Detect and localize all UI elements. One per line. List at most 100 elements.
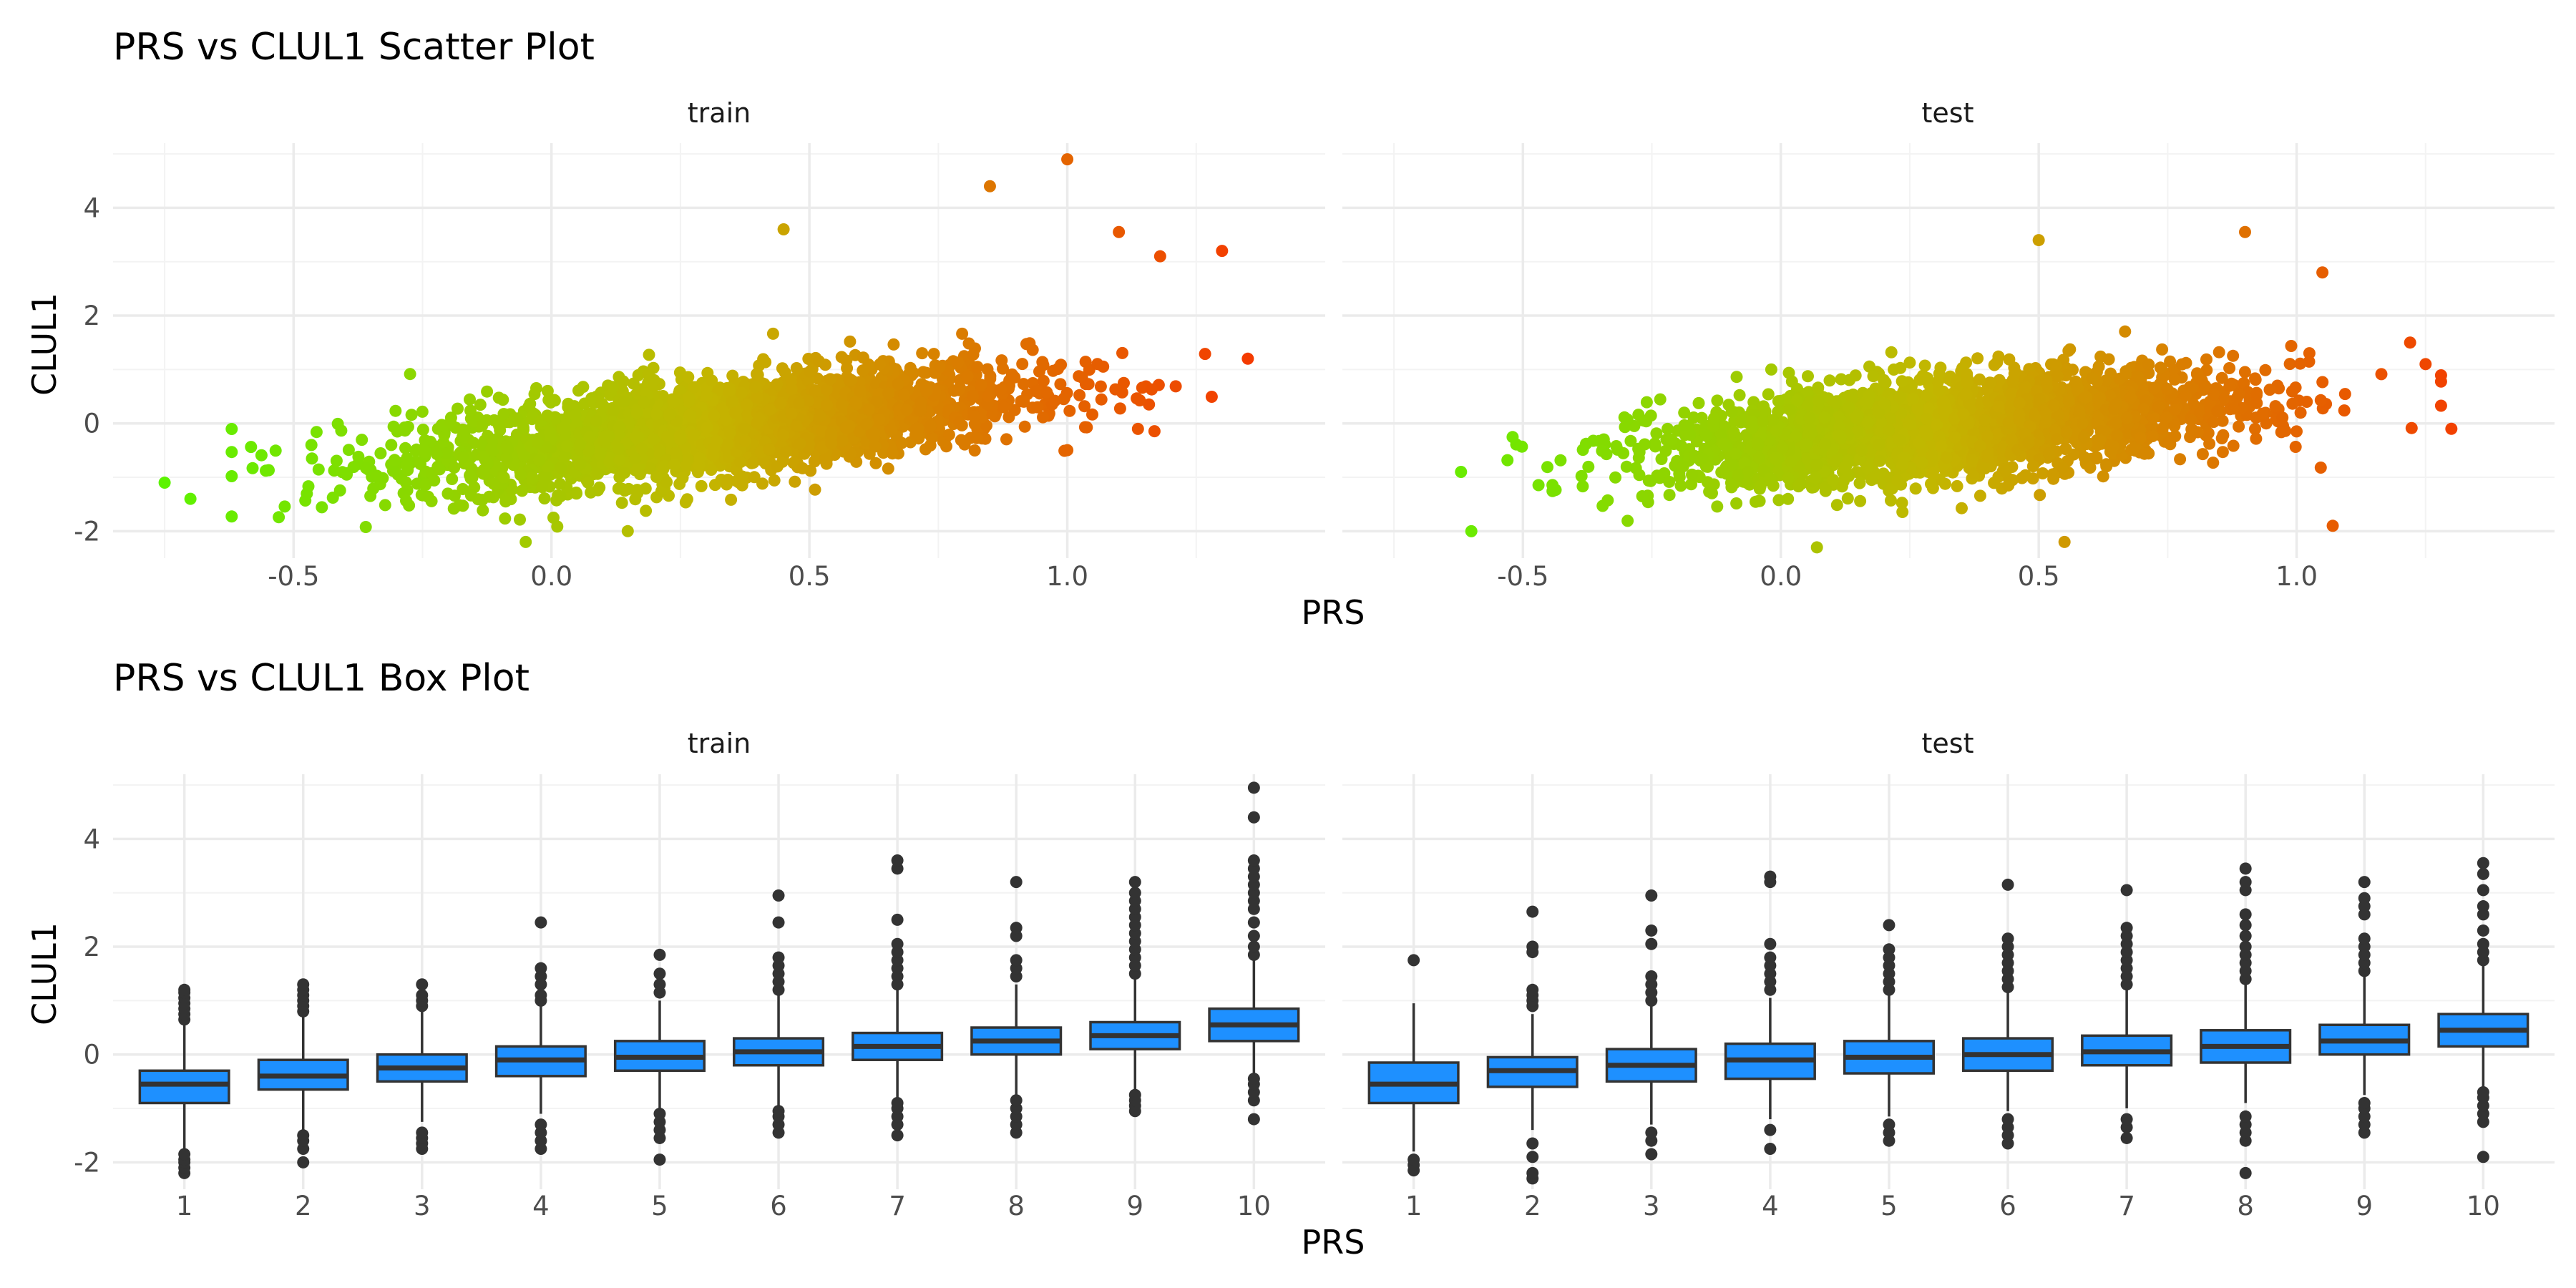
scatter-point (487, 477, 500, 490)
scatter-point (1061, 444, 1074, 457)
scatter-point (399, 476, 412, 489)
scatter-point (1752, 494, 1765, 507)
scatter-point (1109, 383, 1122, 396)
scatter-point (499, 495, 512, 508)
scatter-point (869, 457, 882, 469)
scatter-point (1835, 373, 1848, 386)
scatter-point (892, 378, 904, 391)
scatter-point (613, 454, 626, 466)
scatter-point (804, 365, 816, 378)
scatter-point-outlier (1061, 153, 1074, 166)
scatter-point (2034, 489, 2046, 502)
scatter-point (1896, 375, 1908, 388)
scatter-point (477, 467, 490, 480)
scatter-point (734, 456, 747, 469)
scatter-point (1118, 376, 1130, 389)
scatter-point (1974, 489, 1986, 502)
scatter-point (981, 363, 994, 376)
scatter-point (736, 470, 748, 483)
x-tick-label: 0.0 (530, 561, 572, 592)
scatter-point (789, 475, 801, 488)
scatter-point (1091, 358, 1104, 371)
scatter-point (2002, 479, 2015, 492)
scatter-point (225, 510, 238, 523)
scatter-point (1730, 371, 1743, 384)
y-tick-label: 4 (83, 192, 100, 223)
scatter-point (405, 409, 418, 421)
scatter-point (738, 422, 751, 435)
scatter-point (464, 404, 477, 417)
scatter-point (1753, 482, 1766, 495)
scatter-point (708, 442, 721, 454)
scatter-point (333, 484, 346, 497)
scatter-point (953, 416, 966, 429)
scatter-point (1711, 394, 1724, 407)
scatter-point (387, 464, 399, 477)
scatter-point (706, 374, 718, 387)
scatter-point (814, 410, 826, 423)
scatter-point (2316, 376, 2329, 389)
scatter-point (269, 444, 282, 457)
scatter-point (488, 414, 501, 426)
scatter-point (682, 371, 695, 384)
scatter-point (533, 454, 545, 467)
scatter-point (1918, 359, 1931, 372)
scatter-point (674, 433, 686, 446)
scatter-point (2207, 457, 2220, 469)
scatter-point (2056, 462, 2069, 474)
scatter-point (975, 379, 987, 391)
scatter-point (2051, 370, 2064, 383)
scatter-point (485, 442, 498, 455)
scatter-point (779, 366, 791, 379)
scatter-point (787, 457, 800, 469)
scatter-point (2203, 437, 2216, 450)
scatter-point (1632, 409, 1645, 421)
scatter-point (419, 446, 432, 459)
scatter-point (1037, 411, 1049, 424)
scatter-point (1609, 471, 1621, 484)
scatter-point (245, 441, 258, 454)
scatter-point (621, 525, 634, 537)
scatter-point (821, 399, 833, 411)
scatter-point (492, 391, 505, 404)
x-tick-label: 0.5 (789, 561, 831, 592)
scatter-point (1841, 492, 1854, 505)
scatter-point (854, 385, 867, 398)
scatter-point (763, 403, 776, 416)
scatter-point (2119, 325, 2132, 338)
scatter-point (1999, 464, 2012, 477)
scatter-point (464, 393, 476, 406)
scatter-point (836, 434, 849, 447)
scatter-point (2250, 389, 2263, 401)
scatter-point (1116, 346, 1128, 359)
scatter-point (836, 399, 849, 411)
scatter-point (2314, 462, 2327, 474)
scatter-point-outlier (184, 492, 197, 505)
scatter-point (1079, 356, 1092, 369)
scatter-point (2174, 453, 2187, 466)
scatter-point (1951, 479, 1963, 492)
scatter-point (961, 370, 974, 383)
scatter-point (1956, 502, 1968, 514)
scatter-point (635, 442, 648, 455)
scatter-point (582, 477, 595, 489)
scatter-point-outlier (1113, 225, 1126, 238)
scatter-point (708, 409, 721, 422)
scatter-point (336, 466, 348, 479)
scatter-point (260, 464, 272, 477)
scatter-point (640, 504, 653, 517)
scatter-point (335, 424, 348, 437)
scatter-point (1621, 514, 1634, 527)
scatter-point-outlier (777, 223, 790, 236)
scatter-point (2227, 439, 2240, 452)
scatter-point (2097, 470, 2109, 483)
scatter-point (2110, 429, 2123, 441)
scatter-point (430, 448, 443, 460)
scatter-point (1729, 447, 1742, 460)
scatter-point (794, 437, 806, 450)
scatter-point (774, 397, 787, 410)
scatter-point (385, 439, 398, 452)
scatter-point (1800, 438, 1813, 451)
scatter-point (628, 452, 641, 465)
